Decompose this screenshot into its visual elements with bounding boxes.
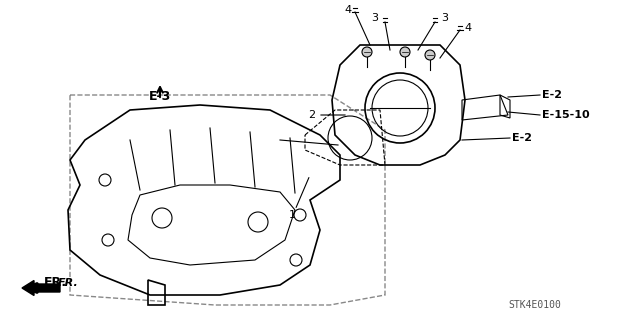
Text: 1: 1 bbox=[289, 210, 296, 220]
Circle shape bbox=[425, 50, 435, 60]
Text: E-2: E-2 bbox=[512, 133, 532, 143]
Text: 2: 2 bbox=[308, 110, 316, 120]
Circle shape bbox=[400, 47, 410, 57]
FancyArrow shape bbox=[22, 280, 60, 295]
Text: E-15-10: E-15-10 bbox=[542, 110, 589, 120]
Text: FR.: FR. bbox=[58, 278, 79, 288]
Text: STK4E0100: STK4E0100 bbox=[509, 300, 561, 310]
Text: E-3: E-3 bbox=[149, 91, 171, 103]
Text: 3: 3 bbox=[371, 13, 378, 23]
Text: FR.: FR. bbox=[44, 276, 67, 288]
Text: E-2: E-2 bbox=[542, 90, 562, 100]
Text: 4: 4 bbox=[465, 23, 472, 33]
Circle shape bbox=[362, 47, 372, 57]
Text: 3: 3 bbox=[442, 13, 449, 23]
Text: 4: 4 bbox=[344, 5, 351, 15]
